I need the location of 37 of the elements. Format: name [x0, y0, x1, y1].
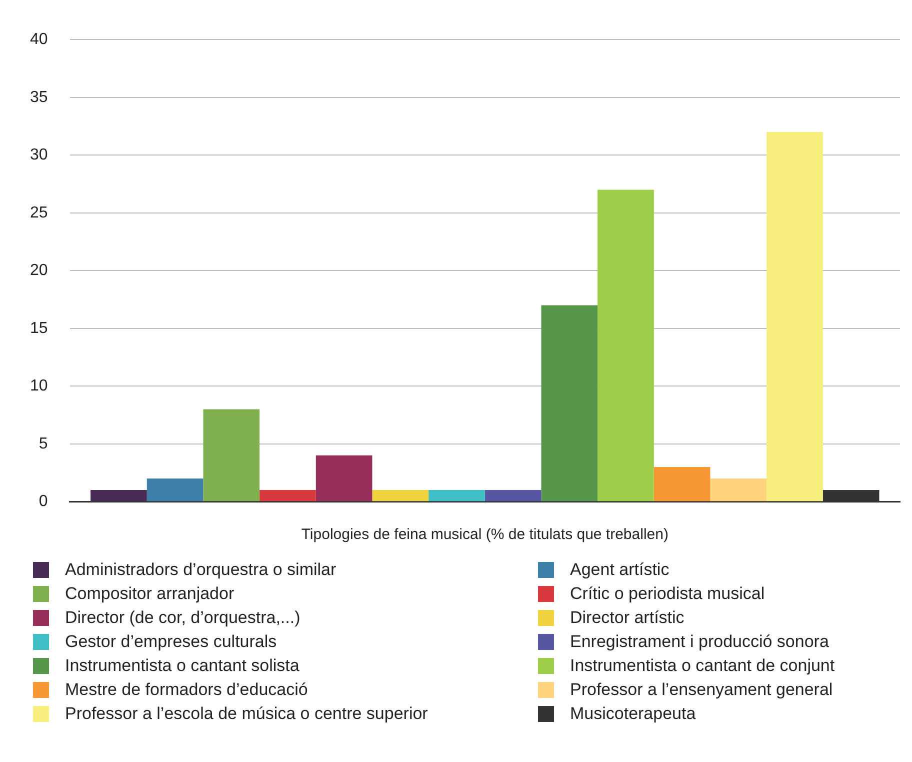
- bar: [203, 409, 260, 502]
- y-tick-label: 15: [30, 320, 48, 337]
- bar: [90, 490, 147, 502]
- legend-label: Gestor d’empreses culturals: [65, 632, 277, 652]
- bar: [372, 490, 429, 502]
- legend-label: Administradors d’orquestra o similar: [65, 560, 336, 580]
- y-tick-label: 35: [30, 88, 48, 106]
- bar: [484, 490, 542, 502]
- y-tick-label: 40: [30, 31, 48, 48]
- bar: [146, 478, 204, 502]
- bar: [260, 490, 316, 502]
- legend-label: Director (de cor, d’orquestra,...): [65, 608, 300, 628]
- bar: [766, 132, 823, 502]
- legend-label: Compositor arranjador: [65, 584, 234, 604]
- legend-label: Enregistrament i producció sonora: [570, 632, 829, 652]
- bar: [428, 490, 485, 502]
- bar: [710, 478, 767, 502]
- y-tick-label: 20: [30, 262, 48, 280]
- y-tick-label: 25: [30, 204, 48, 222]
- x-axis-title: Tipologies de feina musical (% de titulats que treballen): [301, 526, 668, 544]
- y-tick-label: 30: [30, 146, 48, 164]
- legend-label: Musicoterapeuta: [570, 704, 696, 724]
- legend-label: Instrumentista o cantant de conjunt: [570, 656, 835, 676]
- bar: [541, 305, 598, 502]
- bar: [316, 455, 372, 502]
- legend-label: Professor a l’escola de música o centre superior: [65, 704, 428, 724]
- bar: [654, 466, 710, 502]
- legend-label: Crític o periodista musical: [570, 584, 765, 604]
- legend-label: Mestre de formadors d’educació: [65, 680, 308, 700]
- legend-label: Director artístic: [570, 608, 684, 628]
- legend-label: Professor a l’ensenyament general: [570, 680, 833, 700]
- legend-label: Instrumentista o cantant solista: [65, 656, 300, 676]
- legend-label: Agent artístic: [570, 560, 670, 580]
- bar: [598, 190, 654, 502]
- y-tick-label: 10: [30, 378, 48, 395]
- y-tick-label: 5: [38, 435, 48, 452]
- y-tick-label: 0: [38, 493, 48, 510]
